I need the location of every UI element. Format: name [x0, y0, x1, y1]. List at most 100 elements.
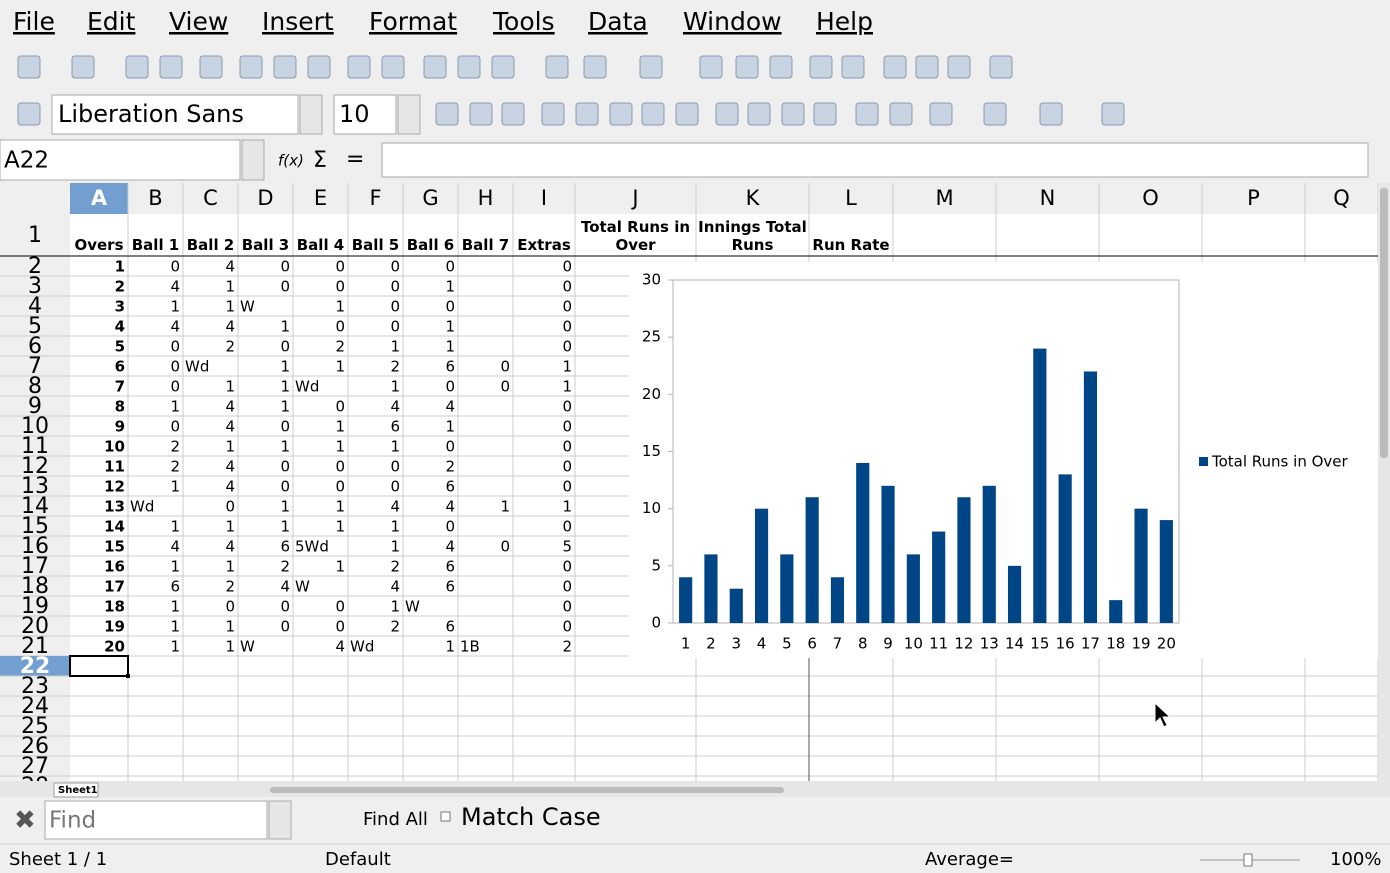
cell[interactable]: 1 — [562, 378, 572, 396]
cell[interactable]: 0 — [562, 598, 572, 616]
cell[interactable]: 1 — [335, 558, 345, 576]
column-header[interactable]: C — [203, 186, 218, 210]
cell[interactable]: 0 — [225, 598, 235, 616]
row-header[interactable]: 20 — [21, 614, 49, 639]
cell[interactable]: 6 — [445, 578, 455, 596]
toolbar-icon[interactable] — [491, 55, 515, 79]
row-header[interactable]: 10 — [21, 414, 49, 439]
toolbar-icon[interactable] — [469, 102, 493, 126]
h-scroll-thumb[interactable] — [270, 787, 784, 793]
cell[interactable]: 0 — [335, 458, 345, 476]
cell[interactable]: 1 — [500, 498, 510, 516]
dropdown[interactable] — [299, 94, 323, 135]
cell[interactable]: 10 — [104, 438, 125, 456]
cell[interactable]: 1 — [170, 638, 180, 656]
cell[interactable]: 4 — [225, 458, 235, 476]
menu-item[interactable]: File — [13, 7, 55, 36]
cell[interactable]: 0 — [562, 518, 572, 536]
toolbar-icon[interactable] — [239, 55, 263, 79]
toolbar-icon[interactable] — [159, 55, 183, 79]
cell[interactable]: 0 — [445, 518, 455, 536]
cell[interactable]: 0 — [280, 598, 290, 616]
cell[interactable]: 6 — [445, 358, 455, 376]
cell[interactable]: 4 — [170, 278, 180, 296]
dropdown[interactable] — [241, 139, 265, 181]
cell[interactable]: 0 — [562, 398, 572, 416]
cell[interactable]: 1 — [170, 398, 180, 416]
cell[interactable]: 0 — [335, 318, 345, 336]
sheet-tab[interactable] — [53, 782, 99, 798]
cell[interactable]: 4 — [225, 318, 235, 336]
cell[interactable]: 2 — [170, 438, 180, 456]
cell[interactable]: 1 — [280, 378, 290, 396]
toolbar-icon[interactable] — [347, 55, 371, 79]
cell[interactable]: 4 — [225, 258, 235, 276]
cell[interactable]: 4 — [115, 318, 125, 336]
cell[interactable]: 0 — [562, 418, 572, 436]
menu-item[interactable]: Window — [683, 7, 782, 36]
row-header[interactable]: 4 — [28, 294, 42, 319]
cell[interactable]: 2 — [225, 338, 235, 356]
cell[interactable]: 0 — [390, 318, 400, 336]
toolbar-icon[interactable] — [841, 55, 865, 79]
cell[interactable]: 2 — [445, 458, 455, 476]
cell-cursor[interactable] — [69, 655, 129, 677]
toolbar-icon[interactable] — [381, 55, 405, 79]
cell[interactable]: 7 — [115, 378, 125, 396]
menu-item[interactable]: Help — [816, 7, 873, 36]
cell[interactable]: 0 — [562, 618, 572, 636]
toolbar-icon[interactable] — [457, 55, 481, 79]
column-header[interactable]: K — [746, 186, 761, 210]
cell[interactable]: 0 — [445, 378, 455, 396]
cell[interactable]: 1 — [335, 418, 345, 436]
cell[interactable]: 0 — [170, 258, 180, 276]
cell[interactable]: 0 — [562, 338, 572, 356]
cell[interactable]: 2 — [280, 558, 290, 576]
row-header[interactable]: 23 — [21, 674, 49, 699]
match-case[interactable]: Match Case — [461, 803, 601, 831]
toolbar-icon[interactable] — [809, 55, 833, 79]
cell[interactable]: 0 — [445, 258, 455, 276]
cell[interactable]: 6 — [280, 538, 290, 556]
cell[interactable]: 0 — [335, 258, 345, 276]
toolbar-icon[interactable] — [125, 55, 149, 79]
cell[interactable]: Wd — [295, 378, 319, 396]
column-header[interactable]: Q — [1333, 186, 1350, 210]
cell[interactable]: 1 — [445, 338, 455, 356]
cell[interactable]: 1 — [225, 558, 235, 576]
toolbar-icon[interactable] — [1101, 102, 1125, 126]
toolbar-icon[interactable] — [583, 55, 607, 79]
cell[interactable]: 0 — [390, 478, 400, 496]
cell[interactable]: 1 — [225, 298, 235, 316]
toolbar-icon[interactable] — [1039, 102, 1063, 126]
toolbar-icon[interactable] — [989, 55, 1013, 79]
cell[interactable]: 1 — [335, 438, 345, 456]
cell[interactable]: 1 — [170, 518, 180, 536]
column-header[interactable]: P — [1247, 186, 1260, 210]
row-header[interactable]: 3 — [28, 274, 42, 299]
cell[interactable]: 1 — [225, 438, 235, 456]
column-header[interactable]: O — [1142, 186, 1159, 210]
cell[interactable]: 5 — [115, 338, 125, 356]
cell[interactable]: 2 — [390, 558, 400, 576]
cell[interactable]: 1 — [390, 598, 400, 616]
cell[interactable]: 0 — [280, 338, 290, 356]
toolbar-icon[interactable] — [17, 55, 41, 79]
cell[interactable]: 5 — [562, 538, 572, 556]
column-header[interactable]: G — [422, 186, 438, 210]
cell[interactable]: 1 — [390, 378, 400, 396]
row-header[interactable]: 27 — [21, 754, 49, 779]
cell[interactable]: 0 — [445, 298, 455, 316]
dropdown[interactable] — [397, 94, 421, 135]
column-header[interactable]: E — [314, 186, 327, 210]
menu-item[interactable]: Tools — [492, 7, 555, 36]
font-size[interactable]: 10 — [339, 100, 370, 128]
toolbar-icon[interactable] — [545, 55, 569, 79]
cell[interactable]: 0 — [562, 438, 572, 456]
cell[interactable]: 17 — [104, 578, 125, 596]
cell[interactable]: 4 — [170, 318, 180, 336]
cell[interactable]: 2 — [115, 278, 125, 296]
row-header[interactable]: 1 — [28, 223, 42, 248]
cell[interactable]: 0 — [280, 278, 290, 296]
row-header[interactable]: 11 — [21, 434, 49, 459]
